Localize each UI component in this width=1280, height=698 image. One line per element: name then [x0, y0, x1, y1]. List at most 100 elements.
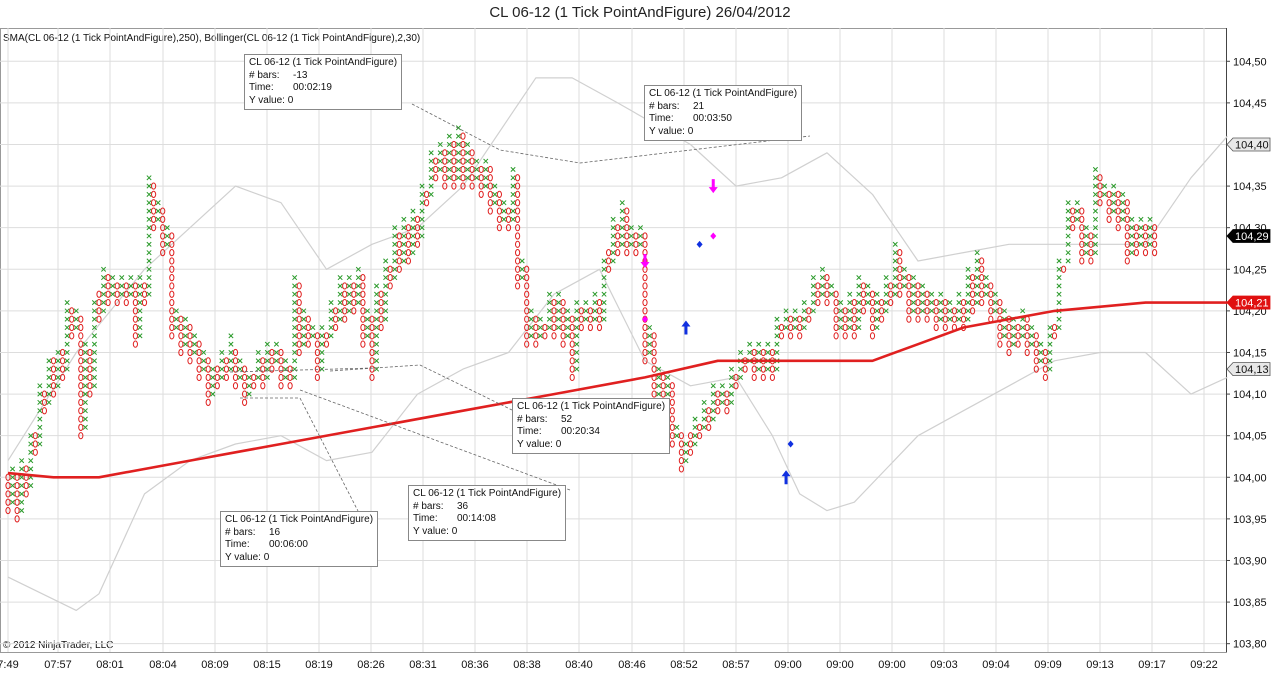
pnf-o-box	[496, 207, 502, 215]
pnf-x-box	[146, 241, 152, 247]
pnf-x-box	[346, 283, 352, 289]
pnf-x-box	[55, 383, 61, 389]
info-box[interactable]: CL 06-12 (1 Tick PointAndFigure) # bars:…	[244, 54, 403, 110]
pnf-o-box	[524, 315, 530, 323]
pnf-x-box	[710, 399, 716, 405]
pnf-x-box	[383, 300, 389, 306]
pnf-x-box	[565, 316, 571, 322]
pnf-x-box	[319, 358, 325, 364]
pnf-o-box	[869, 290, 876, 298]
y-value: 0	[687, 125, 694, 137]
pnf-o-box	[515, 274, 521, 282]
pnf-o-box	[260, 365, 266, 373]
pnf-x-box	[1047, 324, 1053, 331]
pnf-o-box	[232, 373, 239, 382]
pnf-x-box	[692, 416, 698, 422]
pnf-x-box	[428, 183, 434, 189]
pnf-o-box	[396, 265, 402, 273]
pnf-x-box	[910, 308, 917, 314]
pnf-x-box	[319, 324, 325, 331]
pnf-x-box	[1065, 258, 1071, 264]
pnf-x-box	[774, 366, 780, 372]
pnf-o-box	[214, 365, 220, 373]
pnf-x-box	[919, 308, 926, 314]
pnf-o-box	[970, 307, 976, 315]
pnf-o-box	[478, 190, 484, 198]
pnf-o-box	[50, 357, 57, 365]
pnf-x-box	[37, 399, 43, 405]
pnf-o-box	[505, 215, 512, 223]
pnf-o-box	[396, 240, 402, 248]
pnf-x-box	[728, 399, 735, 405]
pnf-x-box	[574, 358, 580, 364]
pnf-x-box	[292, 333, 298, 339]
pnf-x-box	[1092, 216, 1099, 222]
info-box[interactable]: CL 06-12 (1 Tick PointAndFigure) # bars:…	[644, 85, 803, 141]
pnf-x-box	[310, 324, 316, 331]
pnf-o-box	[824, 274, 830, 282]
pnf-x-box	[1138, 241, 1144, 247]
pnf-o-box	[706, 415, 712, 423]
pnf-x-box	[1056, 324, 1062, 331]
pnf-o-box	[314, 348, 320, 357]
pnf-o-box	[251, 373, 257, 382]
pnf-o-box	[351, 282, 357, 290]
pnf-o-box	[778, 332, 785, 340]
time-label: Time:	[649, 113, 674, 124]
pnf-o-box	[114, 290, 120, 298]
pnf-o-box	[906, 290, 912, 298]
pnf-x-box	[583, 300, 589, 306]
pnf-o-box	[651, 357, 657, 365]
pnf-x-box	[346, 291, 352, 297]
pnf-x-box	[100, 283, 107, 289]
pnf-o-box	[1152, 249, 1158, 257]
pnf-x-box	[464, 158, 471, 164]
pnf-o-box	[14, 506, 20, 515]
pnf-x-box	[146, 258, 152, 264]
pnf-o-box	[424, 190, 430, 198]
pnf-o-box	[387, 274, 393, 282]
pnf-o-box	[988, 290, 994, 298]
pnf-o-box	[897, 290, 903, 298]
annotation-connector	[240, 397, 359, 512]
pnf-o-box	[897, 257, 903, 265]
pnf-x-box	[965, 316, 971, 322]
pnf-x-box	[974, 291, 980, 297]
pnf-x-box	[1056, 275, 1062, 281]
pnf-x-box	[919, 283, 926, 289]
pnf-o-box	[405, 240, 411, 248]
pnf-o-box	[988, 282, 994, 290]
pnf-x-box	[874, 324, 880, 331]
pnf-o-box	[169, 332, 175, 340]
pnf-o-box	[897, 249, 903, 257]
pnf-x-box	[146, 266, 152, 272]
pnf-x-box	[46, 366, 52, 372]
pnf-o-box	[23, 482, 29, 490]
pnf-x-box	[292, 291, 298, 297]
info-box[interactable]: CL 06-12 (1 Tick PointAndFigure) # bars:…	[220, 511, 379, 567]
pnf-o-box	[1061, 265, 1067, 273]
pnf-o-box	[669, 407, 675, 415]
pnf-o-box	[578, 315, 584, 323]
info-box[interactable]: CL 06-12 (1 Tick PointAndFigure) # bars:…	[512, 398, 671, 454]
pnf-x-box	[710, 416, 716, 422]
pnf-x-box	[810, 283, 816, 289]
pnf-x-box	[210, 366, 216, 372]
pnf-o-box	[87, 390, 93, 398]
pnf-x-box	[1092, 208, 1099, 214]
pnf-x-box	[346, 308, 352, 314]
pnf-x-box	[628, 241, 634, 247]
pnf-x-box	[765, 366, 771, 372]
info-box[interactable]: CL 06-12 (1 Tick PointAndFigure) # bars:…	[408, 485, 567, 541]
pnf-o-box	[624, 207, 630, 215]
pnf-o-box	[78, 340, 84, 348]
pnf-x-box	[756, 366, 762, 372]
pnf-o-box	[1115, 190, 1121, 198]
indicator-legend: SMA(CL 06-12 (1 Tick PointAndFigure),250…	[3, 33, 421, 44]
pnf-o-box	[414, 232, 421, 240]
pnf-x-box	[974, 266, 980, 272]
pnf-o-box	[160, 240, 166, 248]
bars-label: # bars:	[413, 500, 444, 512]
pnf-o-box	[60, 348, 66, 357]
